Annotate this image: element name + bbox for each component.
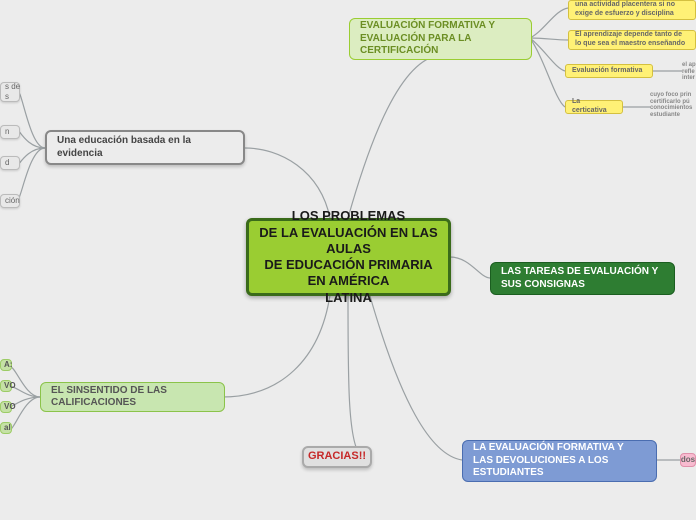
note-certicativa-label: La certicativa bbox=[572, 98, 616, 116]
note-certicativa[interactable]: La certicativa bbox=[565, 100, 623, 114]
branch-eval-formativa[interactable]: EVALUACIÓN FORMATIVA Y EVALUACIÓN PARA L… bbox=[349, 18, 532, 60]
branch-educacion-evidencia[interactable]: Una educación basada en la evidencia bbox=[45, 130, 245, 165]
note-eval-formativa-label: Evaluación formativa bbox=[572, 67, 642, 76]
frag-3[interactable]: d bbox=[0, 156, 20, 170]
gfrag-2[interactable]: VO bbox=[0, 380, 12, 392]
note-aprendizaje-label: El aprendizaje depende tanto de lo que s… bbox=[575, 31, 689, 49]
gfrag-1[interactable]: A: bbox=[0, 359, 12, 371]
central-line2: DE LA EVALUACIÓN EN LAS AULAS bbox=[259, 225, 438, 258]
central-topic[interactable]: LOS PROBLEMAS DE LA EVALUACIÓN EN LAS AU… bbox=[246, 218, 451, 296]
eval-formativa-label: EVALUACIÓN FORMATIVA Y EVALUACIÓN PARA L… bbox=[360, 20, 521, 58]
branch-gracias[interactable]: GRACIAS!! bbox=[302, 446, 372, 468]
devoluciones-label: LA EVALUACIÓN FORMATIVA Y LAS DEVOLUCION… bbox=[473, 442, 646, 480]
gfrag-3[interactable]: VO bbox=[0, 401, 12, 413]
note-dos-label: dos bbox=[681, 455, 695, 465]
central-line3: DE EDUCACIÓN PRIMARIA EN AMÉRICA bbox=[259, 257, 438, 290]
sinsentido-label: EL SINSENTIDO DE LAS CALIFICACIONES bbox=[51, 385, 214, 410]
tareas-label: LAS TAREAS DE EVALUACIÓN Y SUS CONSIGNAS bbox=[501, 266, 664, 291]
note-actividad[interactable]: una actividad placentera si no exige de … bbox=[568, 0, 696, 20]
note-eval-formativa[interactable]: Evaluación formativa bbox=[565, 64, 653, 78]
branch-tareas[interactable]: LAS TAREAS DE EVALUACIÓN Y SUS CONSIGNAS bbox=[490, 262, 675, 295]
note4-side: cuyo foco prin certificarlo pú conocimie… bbox=[650, 92, 696, 118]
note3-side: el ap refle inter bbox=[682, 62, 696, 82]
frag-1[interactable]: s de s bbox=[0, 82, 20, 102]
gracias-label: GRACIAS!! bbox=[308, 450, 366, 464]
branch-sinsentido[interactable]: EL SINSENTIDO DE LAS CALIFICACIONES bbox=[40, 382, 225, 412]
gfrag-4[interactable]: al bbox=[0, 422, 12, 434]
central-line1: LOS PROBLEMAS bbox=[259, 208, 438, 224]
central-line4: LATINA bbox=[259, 290, 438, 306]
branch-devoluciones[interactable]: LA EVALUACIÓN FORMATIVA Y LAS DEVOLUCION… bbox=[462, 440, 657, 482]
note-actividad-label: una actividad placentera si no exige de … bbox=[575, 1, 689, 19]
note-aprendizaje[interactable]: El aprendizaje depende tanto de lo que s… bbox=[568, 30, 696, 50]
note-dos[interactable]: dos bbox=[680, 453, 696, 467]
frag-4[interactable]: ción bbox=[0, 194, 20, 208]
frag-2[interactable]: n bbox=[0, 125, 20, 139]
educacion-evidencia-label: Una educación basada en la evidencia bbox=[57, 135, 233, 160]
